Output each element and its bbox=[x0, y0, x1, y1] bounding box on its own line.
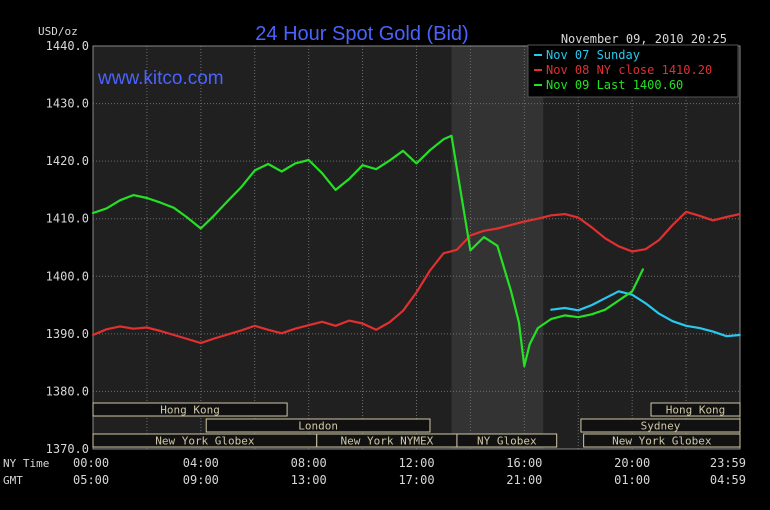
x-tick-label: 17:00 bbox=[398, 473, 434, 487]
x-axis-ticks: NY Time 00:00 04:00 08:00 12:00 16:00 20:00 23:… bbox=[3, 456, 746, 487]
x-tick-label: 16:00 bbox=[506, 456, 542, 470]
session-label: New York NYMEX bbox=[340, 435, 433, 448]
legend-entry: Nov 07 Sunday bbox=[546, 48, 640, 62]
y-tick-label: 1420.0 bbox=[46, 154, 89, 168]
session-label: Hong Kong bbox=[160, 404, 220, 417]
x-tick-label: 20:00 bbox=[614, 456, 650, 470]
session-bar bbox=[92, 402, 288, 417]
x-tick-label: 23:59 bbox=[710, 456, 746, 470]
x-tick-label: 01:00 bbox=[614, 473, 650, 487]
y-axis-label: USD/oz bbox=[38, 25, 78, 38]
session-bar bbox=[205, 418, 431, 433]
series-line bbox=[91, 134, 645, 368]
y-tick-label: 1400.0 bbox=[46, 269, 89, 283]
chart-title: 24 Hour Spot Gold (Bid) bbox=[255, 23, 468, 45]
y-tick-label: 1440.0 bbox=[46, 39, 89, 53]
session-bar bbox=[456, 433, 558, 448]
x-row-label: NY Time bbox=[3, 457, 49, 470]
session-label: Sydney bbox=[641, 420, 681, 433]
series-line bbox=[550, 290, 741, 338]
watermark-url: www.kitco.com bbox=[97, 68, 224, 89]
y-tick-label: 1430.0 bbox=[46, 97, 89, 111]
legend-entry: Nov 09 Last 1400.60 bbox=[546, 78, 683, 92]
x-row-label: GMT bbox=[3, 474, 23, 487]
grid-lines bbox=[92, 45, 741, 450]
y-axis-ticks: 1440.0 1430.0 1420.0 1410.0 1400.0 1390.0 1380… bbox=[46, 39, 89, 456]
y-tick-label: 1410.0 bbox=[46, 212, 89, 226]
x-tick-label: 04:59 bbox=[710, 473, 746, 487]
session-label: London bbox=[298, 420, 338, 433]
x-tick-label: 21:00 bbox=[506, 473, 542, 487]
x-tick-label: 05:00 bbox=[73, 473, 109, 487]
legend-entry: Nov 08 NY close 1410.20 bbox=[546, 63, 712, 77]
x-tick-label: 04:00 bbox=[183, 456, 219, 470]
x-tick-label: 09:00 bbox=[183, 473, 219, 487]
legend-box bbox=[527, 44, 739, 98]
y-tick-label: 1370.0 bbox=[46, 442, 89, 456]
plot-border bbox=[92, 45, 741, 450]
y-tick-label: 1380.0 bbox=[46, 384, 89, 398]
session-label: New York Globex bbox=[155, 435, 255, 448]
y-tick-label: 1390.0 bbox=[46, 327, 89, 341]
x-tick-label: 00:00 bbox=[73, 456, 109, 470]
session-bar bbox=[580, 418, 741, 433]
series-line bbox=[91, 210, 741, 345]
session-bar bbox=[650, 402, 741, 417]
x-tick-label: 12:00 bbox=[398, 456, 434, 470]
series-lines bbox=[91, 134, 741, 368]
trading-sessions: Hong Kong Hong Kong London Sydney New York G… bbox=[92, 402, 741, 448]
x-tick-label: 08:00 bbox=[291, 456, 327, 470]
session-label: Hong Kong bbox=[666, 404, 726, 417]
session-label: New York Globex bbox=[612, 435, 712, 448]
session-bar bbox=[583, 433, 741, 448]
x-tick-label: 13:00 bbox=[291, 473, 327, 487]
date-stamp: November 09, 2010 20:25 bbox=[561, 32, 727, 46]
session-label: NY Globex bbox=[477, 435, 537, 448]
